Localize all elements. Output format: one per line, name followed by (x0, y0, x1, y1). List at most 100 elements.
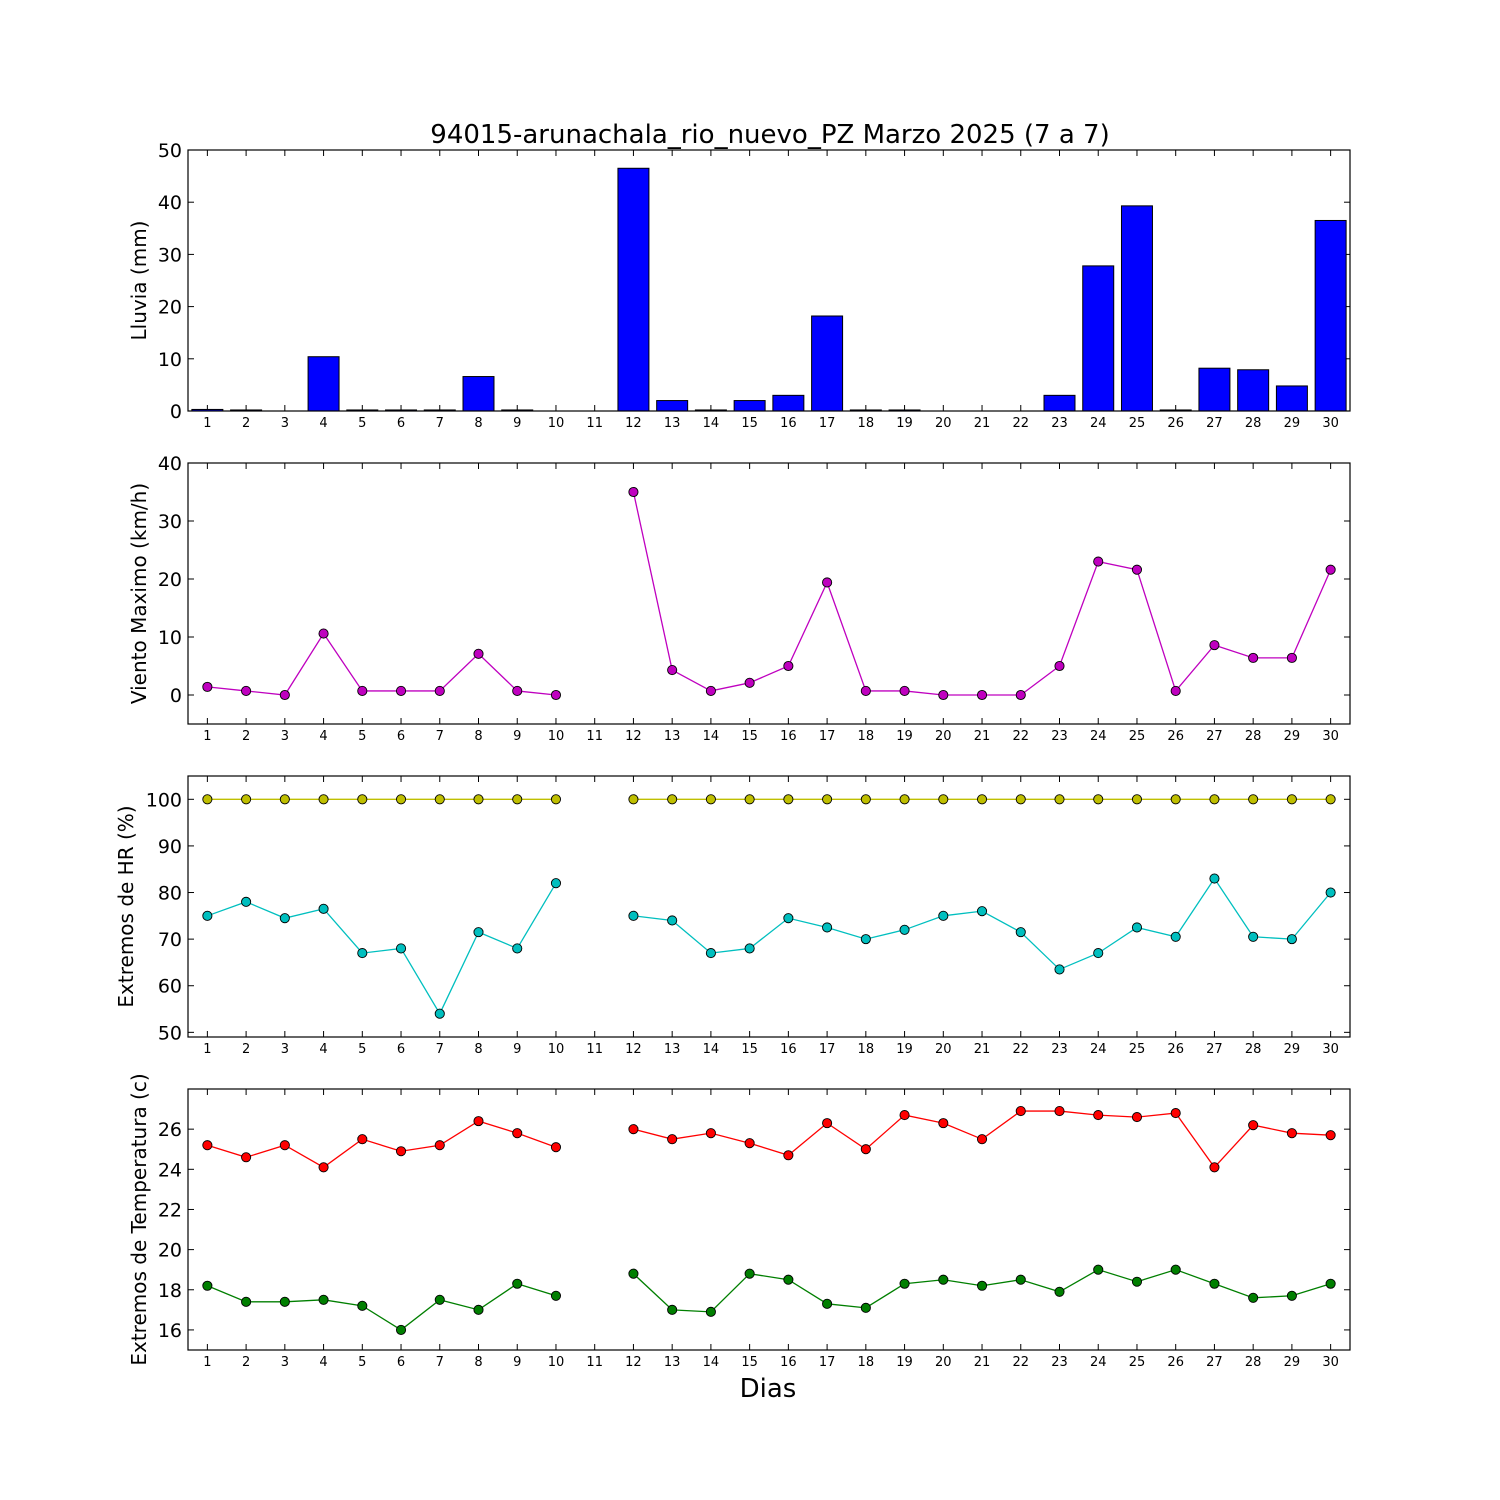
temperature-series-0-point (1054, 1106, 1065, 1117)
wind-series-0-point (202, 681, 213, 692)
temperature-series-1-point (1131, 1276, 1143, 1287)
humidity-series-0-point (628, 794, 639, 805)
humidity-series-0-point (899, 794, 910, 805)
humidity-xtick-label: 6 (397, 1042, 405, 1057)
humidity-ytick-label: 50 (158, 1022, 182, 1044)
temperature-series-1-point (241, 1296, 252, 1307)
humidity-series-0-point (1325, 794, 1336, 805)
humidity-series-0-point (241, 794, 252, 805)
temperature-series-0-point (705, 1128, 716, 1139)
temperature-series-1-point (202, 1280, 213, 1291)
humidity-series-1-point (434, 1008, 445, 1019)
wind-series-0-point (357, 685, 368, 696)
rain-ytick-label: 0 (170, 401, 182, 423)
wind-xtick-label: 3 (281, 729, 289, 744)
wind-xtick-label: 15 (741, 729, 758, 744)
rain-xtick-label: 20 (935, 416, 952, 431)
temperature-xtick-label: 13 (664, 1355, 681, 1370)
humidity-series-0-point (976, 794, 988, 805)
wind-xtick-label: 25 (1129, 729, 1146, 744)
rain-ytick-label: 30 (158, 244, 182, 266)
humidity-xtick-label: 11 (586, 1042, 603, 1057)
temperature-xtick-label: 16 (780, 1355, 797, 1370)
rain-xtick-label: 22 (1012, 416, 1029, 431)
humidity-xtick-label: 5 (358, 1042, 366, 1057)
humidity-series-1-point (899, 924, 910, 935)
wind-series-0-point (550, 689, 562, 701)
humidity-series-0-point (783, 794, 794, 805)
humidity-series-0-point (1015, 794, 1026, 805)
wind-series-0-point (1093, 556, 1104, 567)
humidity-series-0-point (1209, 794, 1220, 805)
wind-xtick-label: 10 (548, 729, 565, 744)
wind-ytick-label: 30 (158, 511, 182, 533)
wind-axes-frame (187, 462, 1351, 725)
wind-xtick-label: 13 (664, 729, 681, 744)
rain-xtick-label: 12 (625, 416, 642, 431)
humidity-series-0-point (744, 794, 755, 805)
temperature-series-1-point (1286, 1290, 1297, 1301)
rain-xtick-label: 2 (242, 416, 250, 431)
temperature-series-1-point (357, 1300, 368, 1311)
humidity-series-1-point (667, 915, 678, 926)
temperature-series-1-point (1325, 1278, 1336, 1289)
temperature-series-1-point (434, 1294, 445, 1305)
temperature-series-0-point (899, 1110, 910, 1121)
temperature-xtick-label: 4 (319, 1355, 327, 1370)
temperature-xtick-label: 7 (436, 1355, 444, 1370)
humidity-series-1-point (357, 948, 368, 959)
wind-xtick-label: 1 (203, 729, 211, 744)
rain-xtick-label: 10 (548, 416, 565, 431)
temperature-series-1-point (1015, 1274, 1026, 1285)
humidity-xtick-label: 25 (1129, 1042, 1146, 1057)
humidity-series-0-point (550, 794, 562, 805)
wind-xtick-label: 8 (474, 729, 482, 744)
humidity-xtick-label: 21 (974, 1042, 991, 1057)
wind-series-0-point (976, 689, 988, 701)
humidity-series-0-point (202, 794, 213, 805)
temperature-xtick-label: 20 (935, 1355, 952, 1370)
rain-xtick-label: 16 (780, 416, 797, 431)
wind-series-0-point (279, 689, 290, 701)
humidity-xtick-label: 4 (319, 1042, 327, 1057)
temperature-series-0-point (1248, 1120, 1259, 1131)
humidity-xtick-label: 24 (1090, 1042, 1107, 1057)
wind-series-0-point (783, 660, 794, 672)
temperature-series-1-point (473, 1304, 484, 1315)
wind-series-0-point (899, 685, 910, 696)
humidity-series-0-point (357, 794, 368, 805)
humidity-series-1-point (318, 903, 329, 914)
temperature-xtick-label: 14 (703, 1355, 720, 1370)
rain-xtick-label: 27 (1206, 416, 1223, 431)
temperature-series-0-point (744, 1138, 755, 1149)
humidity-series-1-point (473, 927, 484, 938)
humidity-series-1-point (860, 934, 871, 945)
temperature-series-1-point (783, 1274, 794, 1285)
temperature-series-1-point (976, 1280, 988, 1291)
humidity-series-0-point (512, 794, 523, 805)
rain-bar (1198, 367, 1231, 412)
humidity-xtick-label: 17 (819, 1042, 836, 1057)
wind-xtick-label: 27 (1206, 729, 1223, 744)
wind-ytick-label: 10 (158, 627, 182, 649)
humidity-ytick-label: 90 (158, 836, 182, 858)
humidity-series-0-point (938, 794, 949, 805)
rain-xtick-label: 13 (664, 416, 681, 431)
humidity-series-0-point (1170, 794, 1181, 805)
humidity-series-0-point (822, 794, 833, 805)
wind-xtick-label: 20 (935, 729, 952, 744)
wind-xtick-label: 7 (436, 729, 444, 744)
rain-xtick-label: 29 (1284, 416, 1301, 431)
humidity-ytick-label: 80 (158, 883, 182, 905)
humidity-series-1-point (202, 910, 213, 921)
temperature-series-0-point (860, 1144, 871, 1155)
humidity-xtick-label: 2 (242, 1042, 250, 1057)
humidity-xtick-label: 3 (281, 1042, 289, 1057)
wind-series-0-point (1248, 652, 1259, 663)
humidity-xtick-label: 15 (741, 1042, 758, 1057)
temperature-series-1-point (860, 1302, 871, 1313)
humidity-series-0-point (860, 794, 871, 805)
humidity-series-1-point (512, 943, 523, 954)
rain-xtick-label: 14 (703, 416, 720, 431)
